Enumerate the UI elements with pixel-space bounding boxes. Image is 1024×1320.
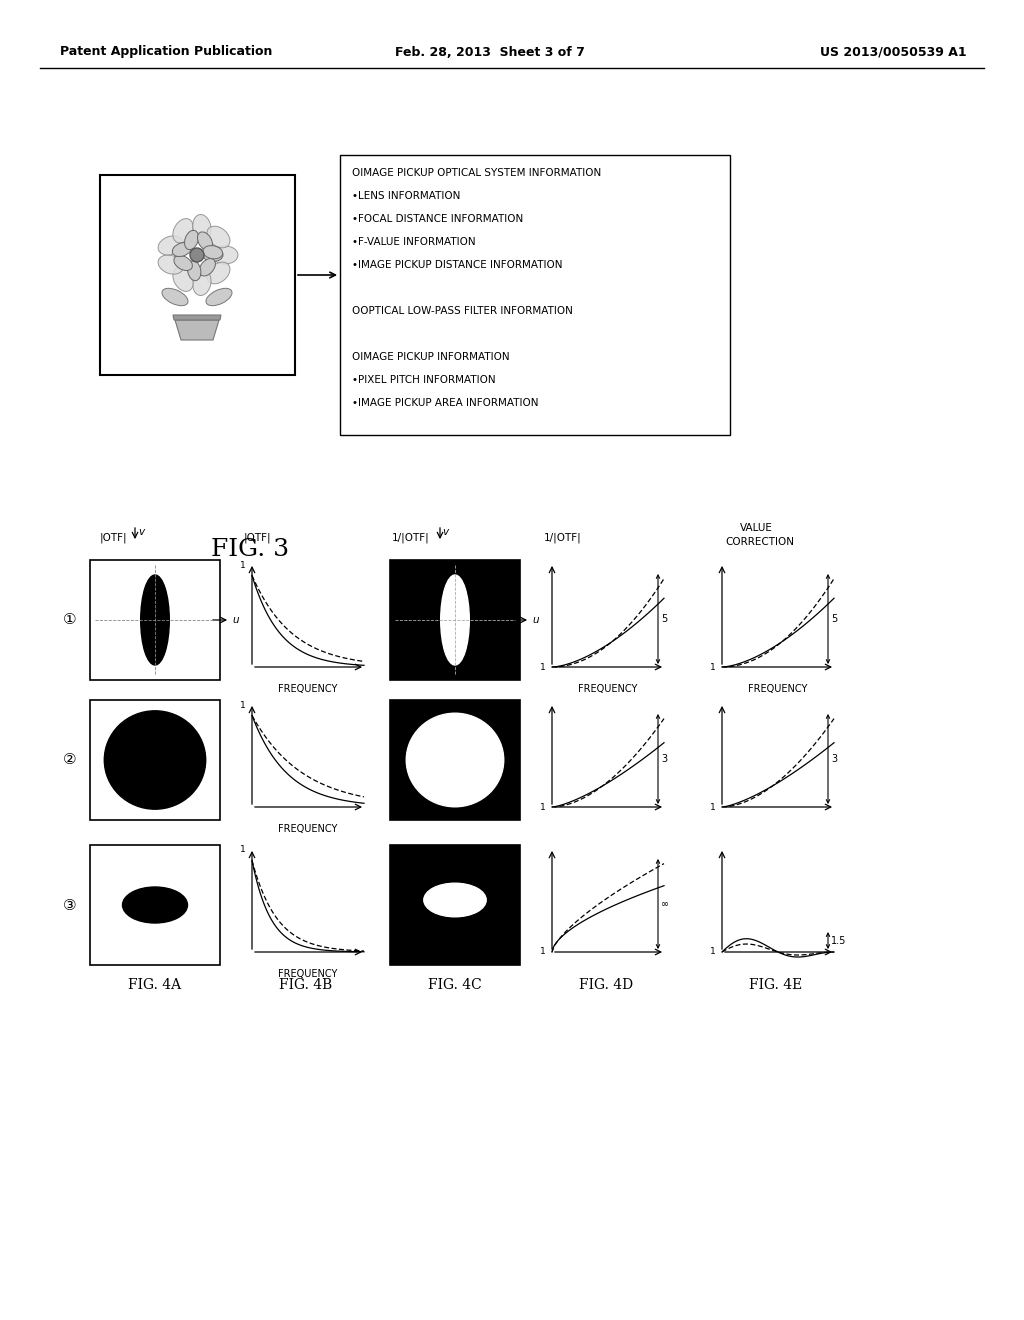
Polygon shape xyxy=(173,315,221,319)
Text: FIG. 4A: FIG. 4A xyxy=(128,978,181,993)
Ellipse shape xyxy=(198,232,213,251)
Text: 5: 5 xyxy=(831,614,838,624)
Text: ②: ② xyxy=(63,752,77,767)
Ellipse shape xyxy=(172,243,191,256)
Text: 1: 1 xyxy=(711,803,716,812)
Text: •IMAGE PICKUP AREA INFORMATION: •IMAGE PICKUP AREA INFORMATION xyxy=(352,399,539,408)
Polygon shape xyxy=(175,319,219,341)
Ellipse shape xyxy=(174,256,193,271)
Text: 1/|OTF|: 1/|OTF| xyxy=(544,533,582,544)
Text: FREQUENCY: FREQUENCY xyxy=(749,684,808,694)
Ellipse shape xyxy=(206,288,232,306)
Bar xyxy=(390,845,520,965)
Text: FREQUENCY: FREQUENCY xyxy=(579,684,638,694)
Text: FREQUENCY: FREQUENCY xyxy=(279,684,338,694)
Text: 1: 1 xyxy=(241,561,246,569)
Ellipse shape xyxy=(190,248,204,261)
Text: FIG. 4C: FIG. 4C xyxy=(428,978,482,993)
Ellipse shape xyxy=(104,710,206,809)
Text: 5: 5 xyxy=(662,614,668,624)
Text: 1: 1 xyxy=(711,948,716,957)
Text: v: v xyxy=(138,527,144,537)
Text: 1.5: 1.5 xyxy=(831,936,847,945)
Text: •F-VALUE INFORMATION: •F-VALUE INFORMATION xyxy=(352,238,475,247)
Ellipse shape xyxy=(173,219,194,243)
Text: 1: 1 xyxy=(541,663,546,672)
Bar xyxy=(90,845,220,965)
Bar xyxy=(90,700,220,820)
Ellipse shape xyxy=(187,261,201,281)
Text: u: u xyxy=(532,615,539,624)
Text: 1: 1 xyxy=(241,846,246,854)
Text: OIMAGE PICKUP INFORMATION: OIMAGE PICKUP INFORMATION xyxy=(352,352,510,362)
Ellipse shape xyxy=(158,236,183,255)
Ellipse shape xyxy=(162,288,188,306)
Text: ①: ① xyxy=(63,612,77,627)
Text: •IMAGE PICKUP DISTANCE INFORMATION: •IMAGE PICKUP DISTANCE INFORMATION xyxy=(352,260,562,271)
Ellipse shape xyxy=(184,230,199,249)
Text: VALUE: VALUE xyxy=(740,523,773,533)
Ellipse shape xyxy=(123,887,187,923)
Ellipse shape xyxy=(158,255,183,275)
Text: Patent Application Publication: Patent Application Publication xyxy=(60,45,272,58)
Text: ∞: ∞ xyxy=(662,899,669,909)
Ellipse shape xyxy=(193,269,211,296)
Text: 1: 1 xyxy=(711,663,716,672)
Text: FIG. 4B: FIG. 4B xyxy=(280,978,333,993)
Ellipse shape xyxy=(203,248,223,261)
Bar xyxy=(390,700,520,820)
Ellipse shape xyxy=(173,267,194,292)
Text: US 2013/0050539 A1: US 2013/0050539 A1 xyxy=(820,45,967,58)
Ellipse shape xyxy=(212,246,238,264)
Text: CORRECTION: CORRECTION xyxy=(725,537,794,546)
Text: 1/|OTF|: 1/|OTF| xyxy=(392,533,430,544)
Text: FIG. 4D: FIG. 4D xyxy=(579,978,633,993)
Text: •PIXEL PITCH INFORMATION: •PIXEL PITCH INFORMATION xyxy=(352,375,496,385)
Text: 1: 1 xyxy=(541,948,546,957)
Ellipse shape xyxy=(203,246,222,259)
Ellipse shape xyxy=(140,576,169,665)
Text: u: u xyxy=(232,615,239,624)
Text: 1: 1 xyxy=(241,701,246,710)
Text: 3: 3 xyxy=(831,754,838,764)
Text: OIMAGE PICKUP OPTICAL SYSTEM INFORMATION: OIMAGE PICKUP OPTICAL SYSTEM INFORMATION xyxy=(352,168,601,178)
Ellipse shape xyxy=(207,263,230,284)
Text: •FOCAL DISTANCE INFORMATION: •FOCAL DISTANCE INFORMATION xyxy=(352,214,523,224)
Text: |OTF|: |OTF| xyxy=(100,533,128,544)
Text: OOPTICAL LOW-PASS FILTER INFORMATION: OOPTICAL LOW-PASS FILTER INFORMATION xyxy=(352,306,572,315)
Bar xyxy=(100,176,295,375)
Bar xyxy=(390,560,520,680)
Text: FIG. 4E: FIG. 4E xyxy=(750,978,803,993)
Ellipse shape xyxy=(424,883,486,917)
Ellipse shape xyxy=(440,576,469,665)
Text: Feb. 28, 2013  Sheet 3 of 7: Feb. 28, 2013 Sheet 3 of 7 xyxy=(395,45,585,58)
Ellipse shape xyxy=(407,713,504,807)
Ellipse shape xyxy=(199,259,215,276)
Text: v: v xyxy=(442,527,449,537)
Text: FREQUENCY: FREQUENCY xyxy=(279,824,338,834)
Text: 3: 3 xyxy=(662,754,667,764)
Text: FIG. 3: FIG. 3 xyxy=(211,539,289,561)
Bar xyxy=(340,154,730,436)
Ellipse shape xyxy=(193,215,211,240)
Text: 1: 1 xyxy=(541,803,546,812)
Text: |OTF|: |OTF| xyxy=(244,533,271,544)
Bar xyxy=(90,560,220,680)
Text: FREQUENCY: FREQUENCY xyxy=(279,969,338,979)
Ellipse shape xyxy=(207,226,230,248)
Text: ③: ③ xyxy=(63,898,77,912)
Text: •LENS INFORMATION: •LENS INFORMATION xyxy=(352,191,461,201)
